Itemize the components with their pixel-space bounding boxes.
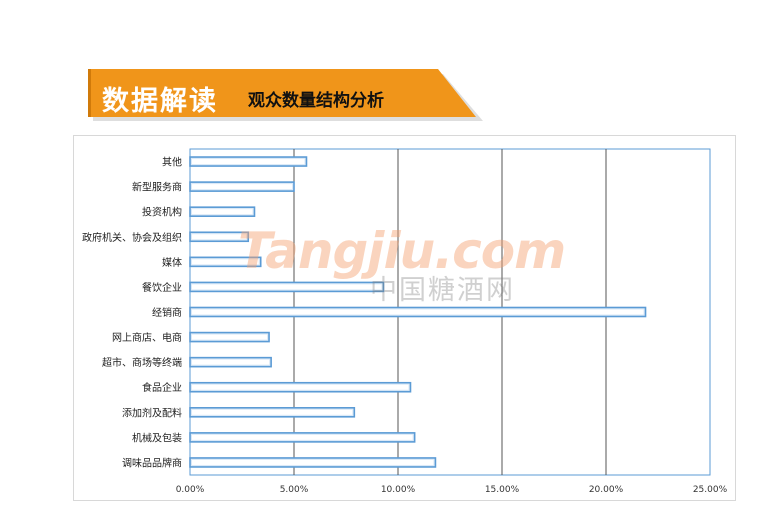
category-label: 添加剂及配料 — [122, 406, 182, 419]
bar-highlight — [192, 359, 270, 365]
category-label: 超市、商场等终端 — [102, 356, 182, 369]
x-tick-label: 25.00% — [693, 485, 728, 495]
bar-highlight — [192, 209, 253, 215]
bar-highlight — [192, 459, 434, 465]
category-label: 新型服务商 — [132, 181, 182, 194]
bar-highlight — [192, 284, 382, 290]
category-label: 食品企业 — [142, 381, 182, 394]
bar-highlight — [192, 434, 413, 440]
bar-highlight — [192, 159, 305, 165]
category-label: 经销商 — [152, 306, 182, 319]
x-tick-label: 15.00% — [485, 485, 520, 495]
banner-subtitle: 观众数量结构分析 — [248, 91, 384, 111]
title-banner: 数据解读 观众数量结构分析 — [88, 69, 488, 129]
x-tick-label: 20.00% — [589, 485, 624, 495]
bar-highlight — [192, 234, 247, 240]
bar-highlight — [192, 384, 409, 390]
category-label: 网上商店、电商 — [112, 331, 182, 344]
banner-shape — [88, 69, 483, 121]
bar-chart: 0.00% 5.00% 10.00% 15.00% 20.00% 25.00% 其他新型服务… — [82, 148, 728, 495]
x-tick-label: 0.00% — [176, 485, 205, 495]
category-label: 机械及包装 — [132, 431, 182, 444]
x-tick-label: 5.00% — [280, 485, 309, 495]
category-label: 调味品品牌商 — [122, 456, 182, 469]
bar-highlight — [192, 184, 292, 190]
category-label: 政府机关、协会及组织 — [82, 231, 182, 244]
category-label: 餐饮企业 — [142, 281, 182, 294]
bar-highlight — [192, 409, 353, 415]
bar-highlight — [192, 334, 268, 340]
watermark-brand: Tangjiu.com — [238, 222, 566, 280]
category-label: 投资机构 — [142, 206, 182, 219]
banner-title: 数据解读 — [102, 86, 218, 117]
watermark-chinese: 中国糖酒网 — [370, 275, 515, 306]
x-tick-label: 10.00% — [381, 485, 416, 495]
bar-highlight — [192, 259, 259, 265]
bar-highlight — [192, 309, 644, 315]
category-label: 媒体 — [162, 257, 182, 269]
category-label: 其他 — [162, 156, 182, 169]
chart-frame: 0.00% 5.00% 10.00% 15.00% 20.00% 25.00% 其他新型服务… — [73, 135, 736, 501]
